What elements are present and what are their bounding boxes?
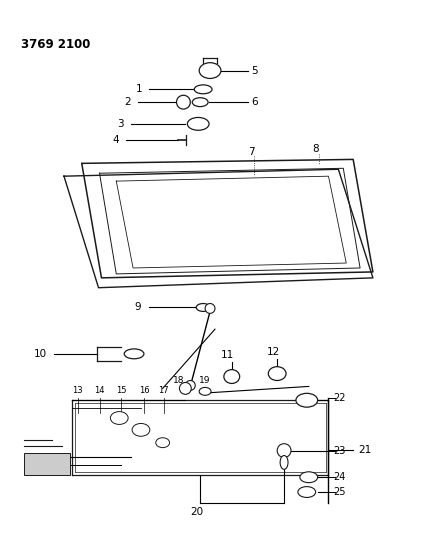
Text: 7: 7 — [248, 147, 255, 157]
Text: 21: 21 — [358, 445, 372, 455]
Text: 8: 8 — [312, 143, 319, 154]
Ellipse shape — [187, 117, 209, 130]
Text: 10: 10 — [34, 349, 47, 359]
Text: 22: 22 — [333, 393, 346, 403]
Text: 1: 1 — [136, 84, 143, 94]
Text: 6: 6 — [252, 97, 258, 107]
Text: 16: 16 — [139, 386, 149, 395]
Circle shape — [176, 95, 190, 109]
Text: 25: 25 — [333, 487, 346, 497]
Ellipse shape — [268, 367, 286, 381]
Ellipse shape — [280, 456, 288, 470]
Text: 4: 4 — [113, 135, 119, 144]
Ellipse shape — [300, 472, 318, 483]
Text: 15: 15 — [116, 386, 126, 395]
Ellipse shape — [124, 349, 144, 359]
Ellipse shape — [192, 98, 208, 107]
Text: 5: 5 — [252, 66, 258, 76]
Ellipse shape — [132, 423, 150, 437]
Ellipse shape — [194, 85, 212, 94]
Text: 14: 14 — [94, 386, 105, 395]
Text: 2: 2 — [125, 97, 131, 107]
Ellipse shape — [196, 303, 210, 311]
Text: 18: 18 — [173, 376, 184, 385]
Text: 11: 11 — [221, 350, 235, 360]
Text: 19: 19 — [199, 376, 211, 385]
Ellipse shape — [199, 63, 221, 78]
Text: 20: 20 — [190, 507, 204, 517]
Ellipse shape — [224, 370, 240, 383]
Text: 12: 12 — [267, 347, 280, 357]
Text: 3: 3 — [118, 119, 124, 129]
Text: 9: 9 — [134, 302, 141, 312]
Ellipse shape — [199, 387, 211, 395]
Ellipse shape — [156, 438, 169, 448]
Ellipse shape — [110, 411, 128, 424]
Circle shape — [179, 383, 191, 394]
Text: 23: 23 — [333, 446, 346, 456]
Ellipse shape — [296, 393, 318, 407]
Text: 24: 24 — [333, 472, 346, 482]
Text: 17: 17 — [158, 386, 169, 395]
Text: 3769 2100: 3769 2100 — [21, 38, 90, 51]
Ellipse shape — [298, 487, 316, 497]
Text: 13: 13 — [72, 386, 83, 395]
Circle shape — [277, 443, 291, 457]
Circle shape — [185, 381, 195, 390]
Polygon shape — [24, 453, 70, 475]
Circle shape — [205, 303, 215, 313]
